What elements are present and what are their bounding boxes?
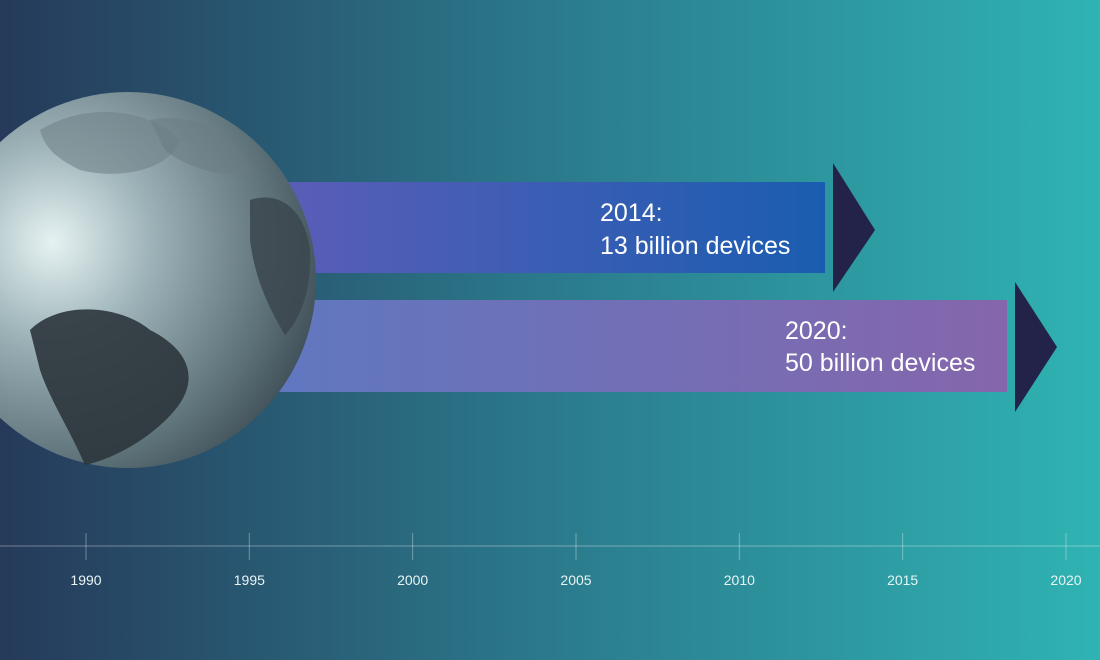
bar-label-2: 2020: 50 billion devices: [785, 317, 975, 377]
device-count: 13 billion devices: [600, 232, 790, 260]
tick-label: 1995: [234, 572, 265, 588]
arrow: [833, 163, 875, 292]
tick-label: 2020: [1050, 572, 1081, 588]
arrow: [1015, 282, 1057, 412]
tick-label: 2015: [887, 572, 918, 588]
timeline-ticks: 1990 1995 2000 2005 2010 2015 2020: [70, 533, 1082, 588]
tick-label: 1990: [70, 572, 101, 588]
bar: [260, 300, 1007, 392]
tick-label: 2005: [560, 572, 591, 588]
tick-label: 2000: [397, 572, 428, 588]
device-count: 50 billion devices: [785, 349, 975, 377]
tick-label: 2010: [724, 572, 755, 588]
bar: [270, 182, 825, 273]
globe: [0, 92, 316, 468]
year-label: 2020:: [785, 317, 848, 345]
year-label: 2014:: [600, 199, 663, 227]
bar-label-1: 2014: 13 billion devices: [600, 199, 790, 260]
